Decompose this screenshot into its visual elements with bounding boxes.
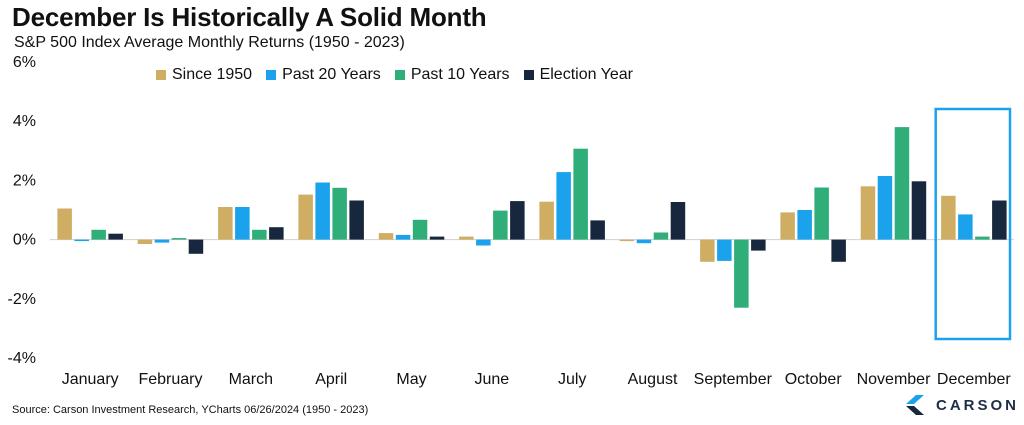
x-tick-label: March [229,371,273,388]
legend-item-since-1950: Since 1950 [156,66,252,84]
legend-label-past-10-years: Past 10 Years [410,66,510,83]
bar-november-past-10-years [894,127,910,240]
bar-january-election-year [108,233,123,240]
legend-label-since-1950: Since 1950 [172,66,253,83]
carson-logo-icon [906,395,924,415]
bar-december-election-year [992,200,1007,240]
source-note: Source: Carson Investment Research, YCha… [12,404,369,416]
x-tick-label: February [138,371,202,388]
legend-swatch-since-1950 [156,70,166,80]
bar-november-past-20-years [877,176,893,240]
bar-december-since-1950 [941,195,956,240]
x-tick-label: November [857,371,931,388]
y-tick-label: -4% [8,350,36,367]
legend: Since 1950 Past 20 Years Past 10 Years E… [156,66,633,84]
legend-label-past-20-years: Past 20 Years [282,66,381,83]
x-tick-label: October [785,371,843,388]
bar-february-past-10-years [171,238,187,240]
bar-march-since-1950 [218,207,233,240]
bar-october-past-10-years [814,187,829,240]
chart-subtitle: S&P 500 Index Average Monthly Returns (1… [14,34,405,51]
bar-january-past-10-years [91,229,106,240]
bar-june-past-20-years [476,239,491,246]
bar-september-past-10-years [734,239,749,308]
bar-june-since-1950 [459,236,474,240]
x-tick-label: June [474,371,509,388]
bar-may-past-10-years [412,219,428,240]
bar-september-since-1950 [700,239,715,262]
bar-july-since-1950 [539,201,554,240]
bar-july-past-10-years [573,148,588,240]
bar-april-past-10-years [332,187,347,240]
y-tick-label: 2% [13,172,36,189]
bar-april-since-1950 [298,194,313,240]
x-tick-label: December [937,371,1011,388]
bar-november-since-1950 [860,186,876,240]
bar-february-since-1950 [137,239,153,244]
bar-july-election-year [590,220,605,240]
bar-august-past-10-years [653,232,669,240]
december-highlight-box [934,107,1012,341]
chart-title: December Is Historically A Solid Month [12,2,487,32]
y-tick-label: -2% [8,291,36,308]
bar-may-since-1950 [378,233,394,240]
bar-august-since-1950 [619,239,635,242]
bar-august-past-20-years [636,239,652,244]
bar-january-past-20-years [74,239,89,242]
x-tick-label: April [315,371,347,388]
bar-march-election-year [269,227,284,240]
legend-item-past-10-years: Past 10 Years [394,66,510,84]
x-tick-label: August [628,371,678,388]
carson-logo: CARSON [904,394,1019,416]
bar-december-past-10-years [975,236,990,240]
bar-april-election-year [349,200,364,240]
bar-june-past-10-years [493,210,508,240]
y-tick-label: 6% [13,54,36,71]
bar-september-past-20-years [717,239,732,261]
bar-december-past-20-years [958,214,973,240]
bar-june-election-year [510,201,525,240]
y-tick-label: 4% [13,113,36,130]
bar-may-election-year [429,236,445,240]
legend-item-election-year: Election Year [523,66,633,84]
x-tick-label: July [558,371,586,388]
legend-swatch-past-10-years [394,70,405,80]
legend-item-past-20-years: Past 20 Years [266,66,381,84]
bar-october-election-year [831,239,846,262]
bar-april-past-20-years [315,182,330,240]
bar-march-past-10-years [252,229,267,240]
x-tick-label: September [694,371,773,388]
legend-swatch-election-year [523,70,534,80]
bar-november-election-year [911,181,927,240]
y-tick-label: 0% [13,232,36,249]
bar-august-election-year [670,202,686,240]
bar-may-past-20-years [395,234,411,240]
bar-september-election-year [751,239,766,251]
bar-january-since-1950 [57,208,72,240]
bar-march-past-20-years [235,207,250,240]
bar-october-past-20-years [797,210,812,240]
bar-february-past-20-years [154,239,170,243]
bar-october-since-1950 [780,212,795,240]
x-tick-label: January [62,371,119,388]
x-tick-label: May [396,371,426,388]
bar-february-election-year [188,239,204,254]
carson-logo-text: CARSON [936,396,1020,414]
bar-july-past-20-years [556,172,571,240]
legend-swatch-past-20-years [266,70,277,80]
legend-label-election-year: Election Year [539,66,633,83]
